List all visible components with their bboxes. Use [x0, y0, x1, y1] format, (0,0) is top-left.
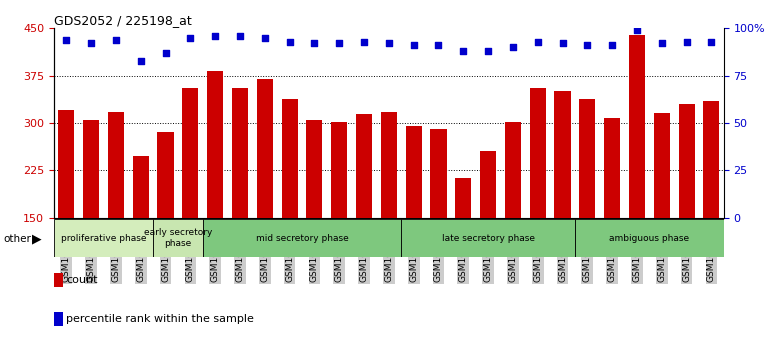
Point — [507, 45, 519, 50]
Point — [482, 48, 494, 54]
Bar — [232, 88, 248, 218]
Bar — [54, 219, 153, 257]
Bar — [505, 122, 521, 218]
Bar — [575, 219, 724, 257]
Bar — [381, 112, 397, 218]
Bar — [207, 71, 223, 218]
Point — [557, 41, 569, 46]
Bar — [480, 152, 496, 218]
Point — [531, 39, 544, 44]
Point — [681, 39, 693, 44]
Point — [631, 27, 643, 33]
Bar — [182, 88, 199, 218]
Point — [259, 35, 271, 41]
Point — [457, 48, 470, 54]
Point — [705, 39, 718, 44]
Point — [407, 42, 420, 48]
Bar — [604, 118, 620, 218]
Text: other: other — [4, 234, 32, 244]
Point — [135, 58, 147, 63]
Bar — [530, 88, 546, 218]
Bar — [401, 219, 575, 257]
Bar — [83, 120, 99, 218]
Text: mid secretory phase: mid secretory phase — [256, 234, 348, 242]
Bar — [629, 35, 645, 218]
Point — [358, 39, 370, 44]
Bar — [554, 91, 571, 218]
Text: proliferative phase: proliferative phase — [61, 234, 146, 242]
Point — [110, 37, 122, 42]
Point — [60, 37, 72, 42]
Bar — [306, 120, 323, 218]
Bar — [203, 219, 401, 257]
Text: early secretory
phase: early secretory phase — [144, 228, 213, 248]
Point — [308, 41, 320, 46]
Text: percentile rank within the sample: percentile rank within the sample — [66, 314, 254, 324]
Point — [432, 42, 444, 48]
Bar — [579, 99, 595, 218]
Text: ▶: ▶ — [32, 233, 42, 245]
Bar — [406, 126, 422, 218]
Bar — [153, 219, 203, 257]
Bar — [455, 178, 471, 218]
Bar — [59, 110, 75, 218]
Point — [581, 42, 594, 48]
Point — [209, 33, 221, 39]
Bar — [108, 112, 124, 218]
Point — [655, 41, 668, 46]
Bar — [158, 132, 173, 218]
Text: late secretory phase: late secretory phase — [441, 234, 534, 242]
Text: count: count — [66, 275, 98, 285]
Point — [333, 41, 346, 46]
Point — [159, 50, 172, 56]
Bar — [256, 79, 273, 218]
Bar — [678, 104, 695, 218]
Text: ambiguous phase: ambiguous phase — [609, 234, 689, 242]
Bar — [430, 129, 447, 218]
Bar — [356, 114, 372, 218]
Point — [383, 41, 395, 46]
Bar — [654, 113, 670, 218]
Point — [184, 35, 196, 41]
Bar — [282, 99, 298, 218]
Point — [85, 41, 97, 46]
Point — [606, 42, 618, 48]
Text: GDS2052 / 225198_at: GDS2052 / 225198_at — [54, 14, 192, 27]
Point — [283, 39, 296, 44]
Bar — [703, 101, 719, 218]
Bar — [132, 156, 149, 218]
Point — [234, 33, 246, 39]
Bar — [331, 122, 347, 218]
